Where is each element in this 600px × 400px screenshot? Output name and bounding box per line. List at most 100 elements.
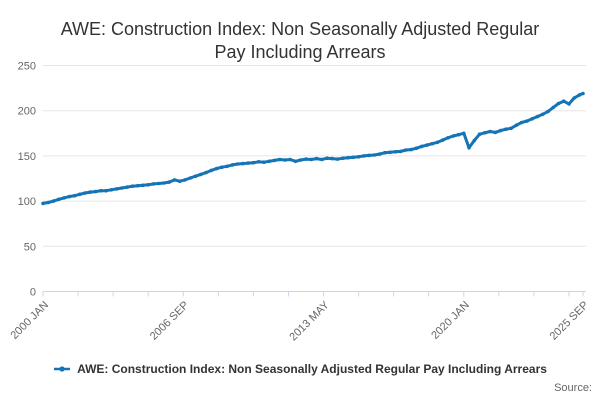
series-point bbox=[141, 183, 145, 188]
series-point bbox=[567, 102, 571, 106]
series-point bbox=[483, 131, 487, 135]
series-point bbox=[283, 158, 287, 162]
series-point bbox=[325, 156, 329, 160]
series-point bbox=[577, 93, 582, 97]
x-axis-tick-label: 2000 JAN bbox=[8, 299, 51, 342]
series-point bbox=[414, 146, 419, 150]
series-point bbox=[430, 141, 435, 146]
series-point bbox=[241, 161, 245, 166]
series-point bbox=[425, 143, 429, 147]
series-point bbox=[572, 96, 576, 100]
series-point bbox=[41, 201, 45, 206]
series-point bbox=[104, 188, 108, 193]
x-axis-tick-label: 2025 SEP bbox=[548, 299, 592, 343]
series-point bbox=[57, 197, 61, 202]
series-point bbox=[546, 109, 550, 114]
series-point bbox=[162, 181, 166, 185]
series-point bbox=[151, 182, 156, 186]
x-axis-tick-label: 2013 MAY bbox=[287, 299, 332, 344]
series-point bbox=[256, 160, 261, 164]
series-point bbox=[83, 191, 87, 195]
series-point bbox=[51, 199, 56, 203]
series-point bbox=[346, 155, 350, 160]
series-point bbox=[183, 178, 187, 182]
x-axis-tick-label: 2020 JAN bbox=[429, 299, 472, 342]
series-point bbox=[67, 194, 72, 199]
series-point bbox=[93, 189, 98, 194]
series-point bbox=[304, 157, 308, 161]
series-point bbox=[120, 186, 124, 190]
series-point bbox=[62, 196, 66, 200]
series-point bbox=[393, 150, 398, 154]
series-point bbox=[167, 180, 171, 184]
series-point bbox=[535, 114, 540, 119]
series-point bbox=[561, 99, 566, 103]
series-line bbox=[41, 92, 585, 205]
series-point bbox=[372, 153, 377, 157]
series-point bbox=[419, 144, 424, 149]
series-point bbox=[267, 159, 272, 164]
series-point bbox=[188, 176, 193, 180]
series-point bbox=[199, 172, 203, 177]
series-point bbox=[498, 128, 503, 133]
y-axis-tick-label: 250 bbox=[18, 61, 36, 73]
series-point bbox=[440, 138, 445, 142]
series-point bbox=[377, 152, 382, 156]
series-point bbox=[172, 178, 177, 182]
series-point bbox=[367, 153, 371, 158]
series-point bbox=[551, 105, 555, 110]
series-point bbox=[220, 165, 224, 169]
chart-title: AWE: Construction Index: Non Seasonally … bbox=[0, 18, 600, 65]
series-point bbox=[209, 168, 214, 173]
chart-title-line2: Pay Including Arrears bbox=[214, 42, 386, 63]
series-point bbox=[341, 156, 345, 160]
series-point bbox=[309, 157, 314, 162]
series-point bbox=[351, 155, 356, 160]
series-point bbox=[519, 120, 524, 125]
y-axis-tick-label: 150 bbox=[18, 151, 36, 163]
series-point bbox=[477, 132, 482, 136]
series-point bbox=[446, 136, 450, 140]
series-point bbox=[246, 161, 250, 165]
chart-title-line1: AWE: Construction Index: Non Seasonally … bbox=[60, 19, 540, 40]
series-point bbox=[230, 163, 235, 167]
series-point bbox=[467, 146, 471, 150]
series-point bbox=[556, 101, 561, 106]
series-point bbox=[78, 192, 82, 197]
series-point bbox=[130, 184, 135, 188]
series-point bbox=[456, 132, 461, 137]
series-point bbox=[362, 154, 366, 158]
y-axis-tick-label: 200 bbox=[18, 106, 36, 118]
x-axis-tick-label: 2006 SEP bbox=[148, 299, 192, 343]
series-point bbox=[99, 188, 103, 193]
source-label: Source: bbox=[554, 382, 592, 394]
series-point bbox=[435, 140, 440, 145]
series-point bbox=[193, 174, 198, 178]
series-point bbox=[509, 126, 513, 131]
series-point bbox=[288, 157, 293, 162]
series-point bbox=[156, 181, 161, 186]
series-point bbox=[72, 193, 77, 198]
series-point bbox=[293, 159, 298, 164]
series-point bbox=[298, 158, 303, 162]
series-point bbox=[314, 156, 319, 161]
series-point bbox=[335, 157, 340, 161]
series-point bbox=[251, 160, 256, 165]
legend-item-label: AWE: Construction Index: Non Seasonally … bbox=[77, 362, 547, 376]
series-point bbox=[214, 166, 219, 171]
series-point bbox=[493, 130, 498, 135]
series-point bbox=[135, 183, 140, 188]
series-point bbox=[383, 150, 387, 155]
series-point bbox=[525, 119, 529, 123]
series-point bbox=[451, 134, 456, 138]
series-point bbox=[504, 127, 508, 131]
series-point bbox=[88, 190, 93, 194]
line-series-marker-icon bbox=[54, 366, 71, 372]
series-point bbox=[262, 160, 266, 164]
y-axis-tick-label: 0 bbox=[30, 287, 36, 299]
series-point bbox=[581, 91, 585, 96]
legend[interactable]: AWE: Construction Index: Non Seasonally … bbox=[0, 362, 600, 376]
series-point bbox=[204, 170, 208, 175]
series-point bbox=[178, 179, 182, 183]
